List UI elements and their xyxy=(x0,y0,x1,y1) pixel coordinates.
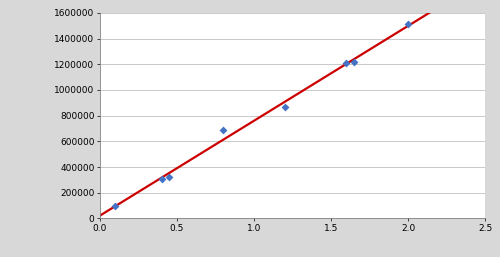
Point xyxy=(158,177,166,181)
Point xyxy=(404,22,412,26)
Point xyxy=(219,128,227,132)
Point xyxy=(342,61,350,65)
Point xyxy=(166,175,173,179)
Point xyxy=(350,60,358,64)
Point xyxy=(281,105,289,109)
Point xyxy=(112,204,120,208)
